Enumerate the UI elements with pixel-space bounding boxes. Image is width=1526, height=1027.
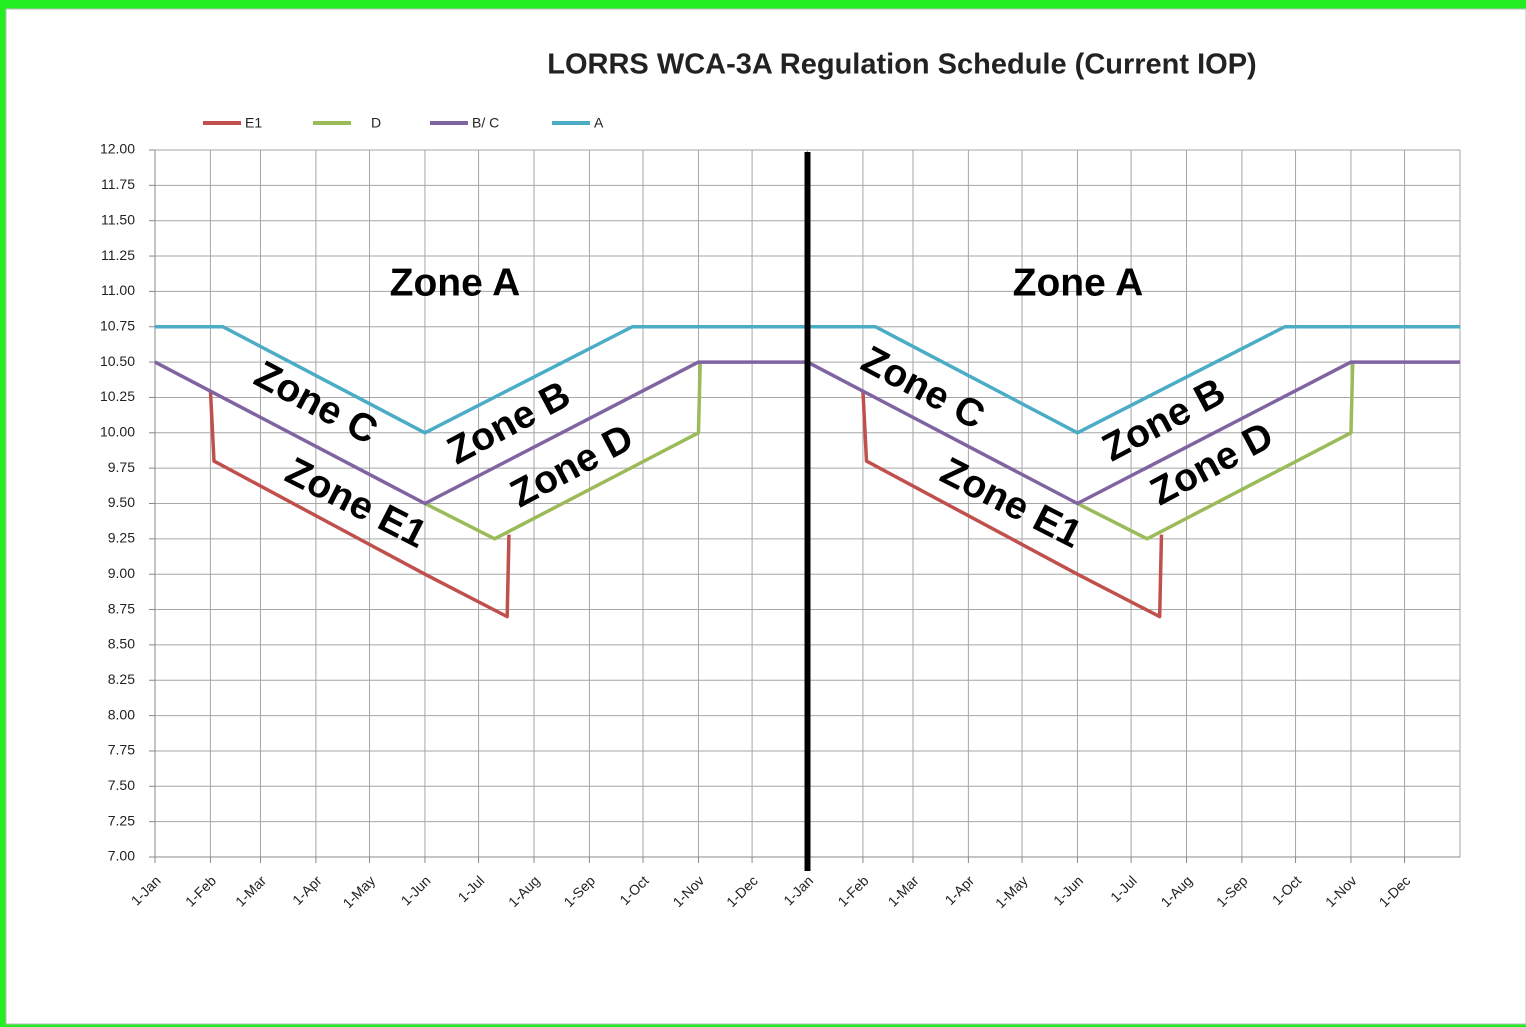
y-tick-label: 11.50 xyxy=(101,211,135,227)
legend-label: D xyxy=(371,115,381,131)
y-tick-label: 7.25 xyxy=(108,812,135,828)
y-tick-label: 10.75 xyxy=(100,317,135,333)
y-tick-label: 9.75 xyxy=(108,459,135,475)
series-line xyxy=(424,362,1355,541)
y-tick-label: 11.25 xyxy=(101,247,135,263)
y-tick-label: 9.50 xyxy=(108,494,135,510)
y-tick-label: 7.00 xyxy=(108,848,135,864)
y-tick-label: 9.25 xyxy=(108,530,135,546)
zone-label: Zone A xyxy=(390,261,521,304)
y-tick-label: 10.25 xyxy=(100,388,135,404)
legend-label: B/ C xyxy=(472,115,499,131)
y-tick-label: 9.00 xyxy=(108,565,135,581)
y-tick-label: 7.75 xyxy=(108,742,135,758)
y-tick-label: 8.75 xyxy=(108,600,135,616)
y-tick-label: 11.75 xyxy=(101,176,135,192)
series-line xyxy=(208,390,1164,619)
y-tick-label: 8.25 xyxy=(108,671,135,687)
y-tick-label: 12.00 xyxy=(100,141,135,157)
y-tick-label: 10.00 xyxy=(100,424,135,440)
y-tick-label: 7.50 xyxy=(108,777,135,793)
y-tick-label: 8.50 xyxy=(108,636,135,652)
chart-title: LORRS WCA-3A Regulation Schedule (Curren… xyxy=(547,49,1256,81)
background xyxy=(5,8,1526,1025)
y-tick-label: 11.00 xyxy=(101,282,135,298)
legend-label: A xyxy=(594,115,604,131)
zone-label: Zone A xyxy=(1013,261,1144,304)
y-tick-label: 8.00 xyxy=(108,706,135,722)
legend-label: E1 xyxy=(245,115,262,131)
y-tick-label: 10.50 xyxy=(100,353,135,369)
